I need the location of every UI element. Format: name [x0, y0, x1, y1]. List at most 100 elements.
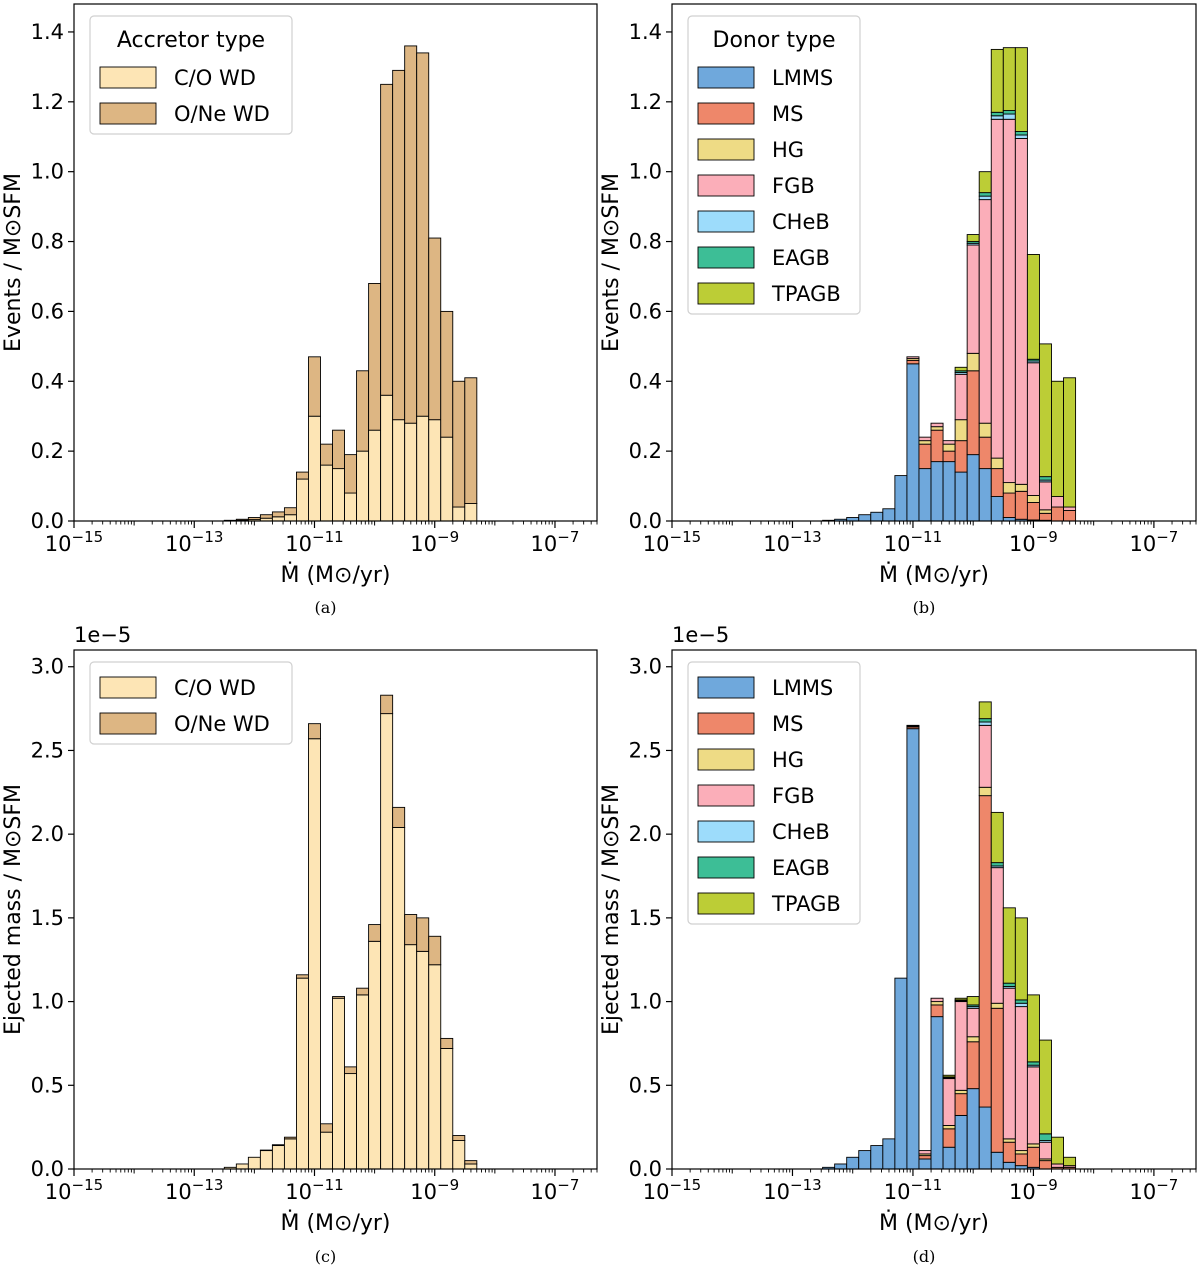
bar-c-o-wd — [452, 506, 466, 522]
bar-lmms — [918, 1158, 932, 1170]
bar-eagb — [1002, 110, 1016, 115]
bar-cheb — [978, 195, 992, 201]
y-tick-label: 0.2 — [31, 439, 64, 463]
caption: (a) — [314, 598, 336, 617]
bar-o-ne-wd — [428, 935, 442, 966]
legend-label: TPAGB — [771, 892, 841, 916]
axes-frame — [671, 3, 1197, 522]
y-tick-label: 0.0 — [31, 1157, 64, 1181]
x-tick-label: 10−11 — [285, 1176, 343, 1204]
y-tick-label: 1.0 — [31, 990, 64, 1014]
legend-label: LMMS — [772, 66, 833, 90]
x-tick-label: 10−9 — [1009, 528, 1058, 556]
bar-ms — [954, 440, 968, 473]
y-tick-label: 2.5 — [629, 738, 662, 762]
bar-c-o-wd — [344, 492, 358, 522]
bar-tpagb — [1014, 47, 1028, 132]
bar-lmms — [978, 468, 992, 522]
bar-ms — [966, 1041, 980, 1090]
bar-c-o-wd — [332, 997, 345, 1170]
bar-tpagb — [978, 701, 992, 720]
bar-ms — [1026, 1146, 1040, 1168]
bar-o-ne-wd — [308, 356, 321, 417]
bar-fgb — [954, 373, 968, 421]
bar-o-ne-wd — [296, 974, 309, 979]
legend-title: Accretor type — [117, 28, 265, 53]
bar-hg — [1002, 1138, 1016, 1143]
bar-fgb — [990, 867, 1004, 1004]
bar-tpagb — [1038, 343, 1052, 478]
bar-tpagb — [990, 48, 1004, 113]
legend-label: TPAGB — [771, 282, 841, 306]
bar-lmms — [846, 1156, 860, 1170]
legend-label: C/O WD — [174, 66, 256, 90]
axes-frame — [73, 3, 598, 522]
bar-c-o-wd — [380, 394, 394, 522]
bar-fgb — [1002, 987, 1016, 1140]
bar-hg — [954, 419, 968, 442]
legend-swatch — [697, 138, 755, 161]
x-tick-label: 10−13 — [165, 528, 223, 556]
y-tick-label: 0.5 — [31, 1073, 64, 1097]
bar-ms — [1002, 1141, 1016, 1163]
x-tick-label: 10−7 — [1129, 1176, 1178, 1204]
bar-eagb — [978, 718, 992, 723]
panel-a: 0.0 0.2 0.4 0.6 0.8 1.0 1.2 1.4 10−15 10−13 10−11 1… — [1, 3, 598, 617]
y-tick-label: 0.2 — [629, 439, 662, 463]
bar-ms — [906, 359, 920, 365]
legend-label: EAGB — [772, 246, 830, 270]
x-tick-label: 10−7 — [531, 1176, 580, 1204]
bar-o-ne-wd — [320, 1123, 333, 1133]
bar-ms — [930, 1004, 944, 1018]
bar-fgb — [966, 244, 980, 354]
bar-tpagb — [990, 811, 1004, 864]
x-tick-label: 10−13 — [763, 528, 821, 556]
bar-fgb — [930, 997, 944, 1003]
y-tick-label: 0.8 — [629, 230, 662, 254]
x-tick-label: 10−13 — [763, 1176, 821, 1204]
bar-c-o-wd — [271, 516, 285, 522]
legend-swatch — [697, 174, 755, 197]
panel-d: 0.0 0.5 1.0 1.5 2.0 2.5 3.0 10−15 10−13 10−11 10−9… — [599, 623, 1197, 1266]
legend: LMMS MS HG FGB CHeB EAGB TPAGB — [687, 661, 861, 925]
bar-tpagb — [978, 171, 992, 194]
legend-label: O/Ne WD — [174, 102, 270, 126]
bar-lmms — [870, 1145, 884, 1170]
bar-c-o-wd — [404, 422, 418, 522]
bar-o-ne-wd — [344, 1066, 358, 1075]
bar-fgb — [966, 1007, 980, 1038]
bar-o-ne-wd — [235, 518, 249, 521]
bar-eagb — [1014, 131, 1028, 136]
bar-ms — [1002, 492, 1016, 518]
bar-o-ne-wd — [271, 1144, 285, 1147]
bar-o-ne-wd — [368, 924, 382, 942]
y-tick-label: 1.2 — [31, 90, 64, 114]
bar-hg — [978, 422, 992, 438]
bar-c-o-wd — [404, 944, 418, 1170]
bar-lmms — [858, 514, 872, 522]
bar-ms — [978, 436, 992, 470]
bar-c-o-wd — [356, 450, 370, 522]
bar-o-ne-wd — [356, 987, 370, 996]
bar-fgb — [942, 1078, 956, 1126]
legend-box — [687, 15, 861, 315]
bar-hg — [1026, 1143, 1040, 1148]
bar-lmms — [858, 1150, 872, 1170]
legend-swatch — [697, 856, 755, 879]
bar-fgb — [978, 724, 992, 788]
bar-lmms — [930, 1016, 944, 1170]
legend-swatch — [697, 748, 755, 771]
bar-c-o-wd — [440, 436, 454, 522]
legend-label: CHeB — [772, 210, 830, 234]
bar-lmms — [954, 1114, 968, 1170]
bar-o-ne-wd — [296, 471, 309, 480]
bar-eagb — [1026, 1061, 1040, 1066]
y-axis-label: Events / M⊙SFM — [599, 173, 624, 352]
bar-fgb — [990, 118, 1004, 459]
bar-o-ne-wd — [332, 429, 345, 470]
legend-swatch — [697, 102, 755, 125]
bar-o-ne-wd — [452, 380, 466, 508]
bar-fgb — [1026, 362, 1040, 496]
bar-o-ne-wd — [308, 723, 321, 740]
x-axis-label: Ṁ (M⊙/yr) — [280, 562, 390, 588]
